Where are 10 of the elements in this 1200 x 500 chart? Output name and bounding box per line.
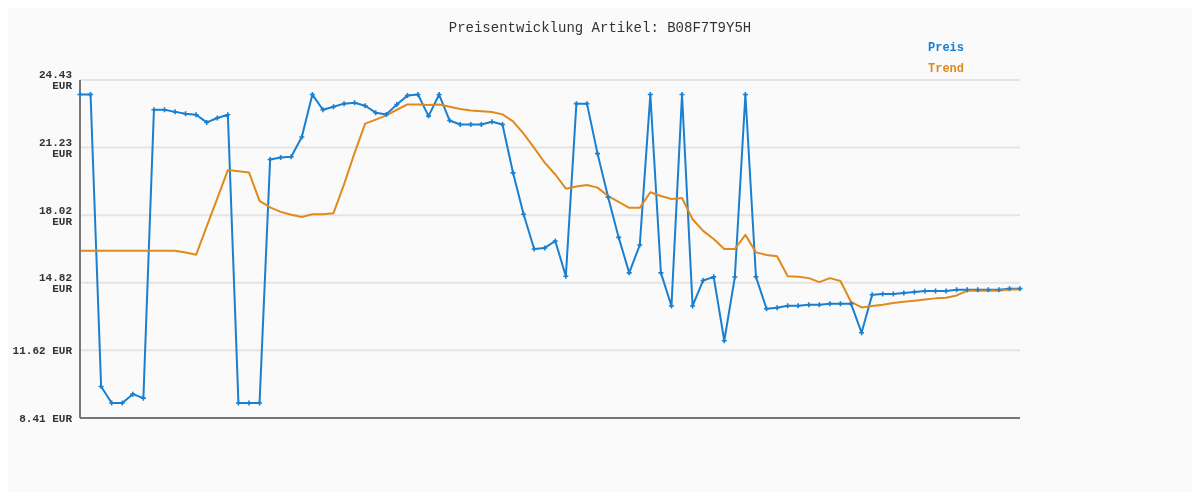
y-tick-label: 18.02 EUR (38, 204, 73, 228)
y-tick-label: 14.82 EUR (38, 272, 73, 296)
text: Trend (928, 61, 965, 78)
text: Preis (928, 40, 965, 57)
y-tick-label: 24.43 EUR (38, 69, 73, 93)
line-series (79, 103, 1021, 309)
y-tick-label: 8.41 EUR (19, 412, 73, 425)
chart-title: Preisentwicklung Artikel: B08F7T9Y5H (447, 20, 753, 36)
y-tick-label: 21.23 EUR (38, 136, 73, 160)
y-tick-label: 11.62 EUR (12, 345, 73, 358)
